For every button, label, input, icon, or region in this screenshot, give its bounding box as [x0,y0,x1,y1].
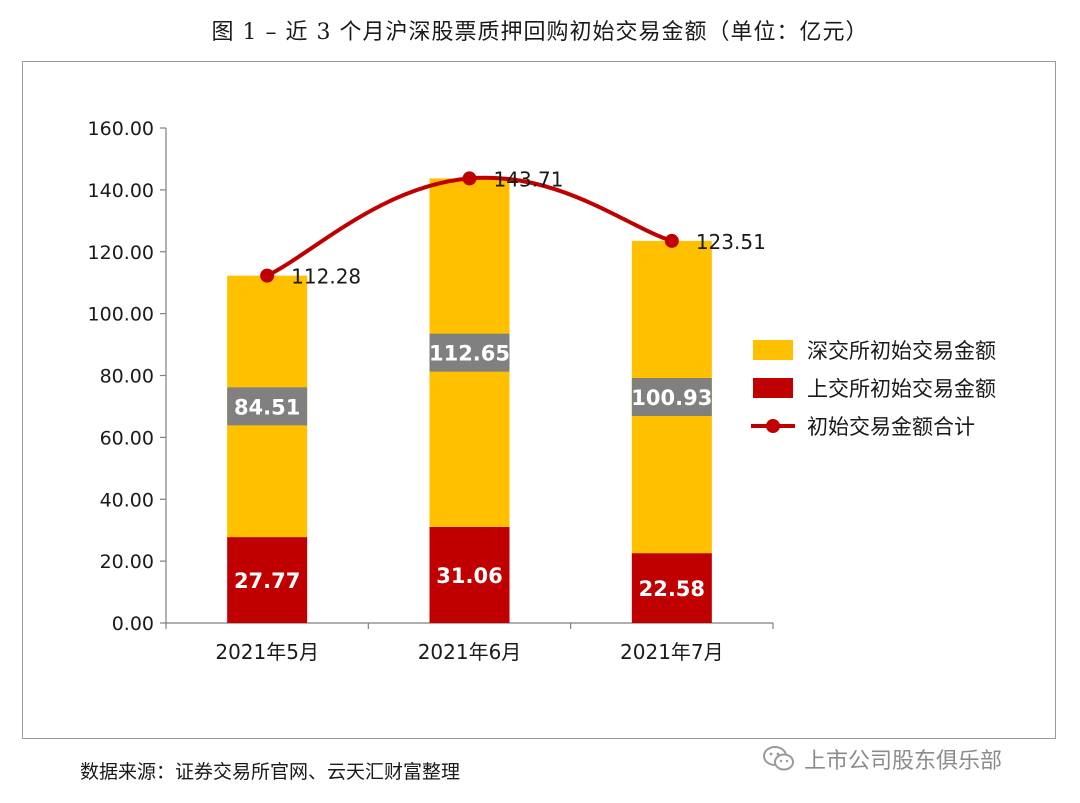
legend-swatch-total-marker [766,419,780,433]
data-label-shanghai: 31.06 [436,564,502,588]
legend-swatch-shenzhen [753,340,793,360]
legend-label-shenzhen: 深交所初始交易金额 [807,339,996,363]
total-value-label: 143.71 [494,167,564,191]
wechat-icon [763,746,794,771]
total-value-label: 112.28 [291,265,361,289]
data-label-shenzhen: 84.51 [234,395,300,419]
data-label-box-shenzhen [631,378,712,417]
x-tick-label: 2021年7月 [620,640,724,664]
total-point [664,233,679,248]
total-point [462,171,477,186]
data-label-shenzhen: 112.65 [429,342,510,366]
y-tick-label: 80.00 [100,366,154,388]
data-source-note: 数据来源：证券交易所官网、云天汇财富整理 [80,761,461,783]
data-label-box-shenzhen [429,333,510,372]
y-tick-label: 100.00 [88,304,154,326]
x-tick-label: 2021年6月 [418,640,522,664]
legend-swatch-shanghai [753,378,793,398]
data-label-shanghai: 22.58 [639,577,705,601]
x-tick-label: 2021年5月 [215,640,319,664]
bar-shanghai [227,537,308,623]
y-tick-label: 20.00 [100,551,154,573]
watermark-text: 上市公司股东俱乐部 [804,749,1003,774]
data-label-shenzhen: 100.93 [631,386,712,410]
chart-title: 图 1 – 近 3 个月沪深股票质押回购初始交易金额（单位：亿元） [211,20,869,45]
y-tick-label: 140.00 [88,180,154,202]
y-tick-label: 60.00 [100,427,154,449]
data-label-shanghai: 27.77 [234,569,300,593]
y-tick-label: 160.00 [88,118,154,140]
y-tick-label: 120.00 [88,242,154,264]
total-value-label: 123.51 [696,230,766,254]
legend-label-total: 初始交易金额合计 [807,415,975,439]
bar-shanghai [429,526,510,623]
chart-frame: 0.00 20.00 40.00 60.00 80.00 100.00 120.00 140.… [22,61,1056,739]
bar-shanghai [631,553,712,623]
y-tick-label: 0.00 [112,613,154,635]
legend-label-shanghai: 上交所初始交易金额 [807,377,996,401]
chart-svg: 0.00 20.00 40.00 60.00 80.00 100.00 120.00 140.… [88,118,996,664]
data-label-box-shenzhen [227,387,308,426]
total-point [260,268,275,283]
watermark: 上市公司股东俱乐部 [762,742,1002,776]
y-tick-label: 40.00 [100,489,154,511]
